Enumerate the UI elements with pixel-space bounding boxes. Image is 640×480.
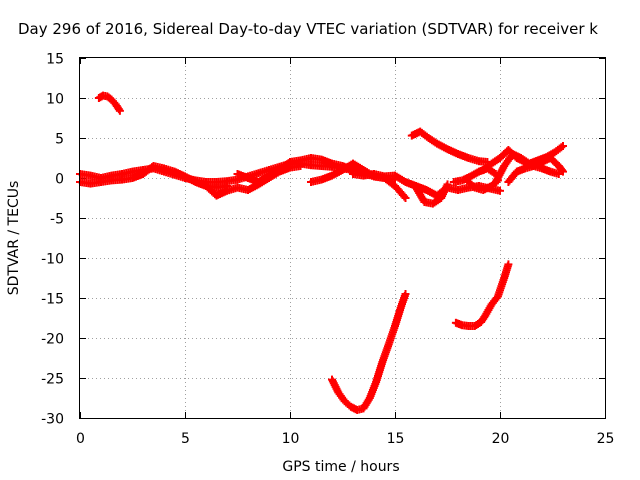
plot-frame xyxy=(79,57,606,419)
data-point xyxy=(401,290,410,298)
y-tick-label: -10 xyxy=(41,252,64,268)
data-point xyxy=(557,166,566,175)
y-tick-label: 0 xyxy=(55,172,64,188)
data-point xyxy=(114,105,123,114)
x-tick-label: 20 xyxy=(492,431,510,447)
data-point xyxy=(443,180,452,189)
x-tick-label: 5 xyxy=(181,431,190,447)
data-point xyxy=(115,106,124,115)
y-axis-label: SDTVAR / TECUs xyxy=(6,181,22,296)
y-tick-label: 15 xyxy=(46,52,64,68)
y-tick-label: 10 xyxy=(46,92,64,108)
data-point xyxy=(400,192,409,201)
data-points xyxy=(76,91,567,414)
y-tick-label: 5 xyxy=(55,132,64,148)
x-axis-label: GPS time / hours xyxy=(282,459,399,475)
x-tick-label: 15 xyxy=(387,431,405,447)
data-point xyxy=(559,142,567,150)
axis-ticks: 0 5 10 15 20 25 -30 -25 -20 -15 -10 -5 0 5 10 15 xyxy=(41,52,614,448)
x-tick-label: 0 xyxy=(76,431,85,447)
x-tick-label: 25 xyxy=(597,431,615,447)
data-point xyxy=(559,167,567,176)
chart-title: Day 296 of 2016, Sidereal Day-to-day VTE… xyxy=(18,20,598,38)
y-tick-label: -25 xyxy=(41,372,64,388)
data-point xyxy=(496,186,504,195)
data-point xyxy=(504,260,513,269)
grid-lines xyxy=(80,58,605,418)
y-tick-label: -30 xyxy=(41,412,64,428)
data-point xyxy=(401,194,410,202)
y-tick-label: -15 xyxy=(41,292,64,308)
x-tick-label: 10 xyxy=(282,431,300,447)
y-tick-label: -5 xyxy=(50,212,64,228)
y-tick-label: -20 xyxy=(41,332,64,348)
